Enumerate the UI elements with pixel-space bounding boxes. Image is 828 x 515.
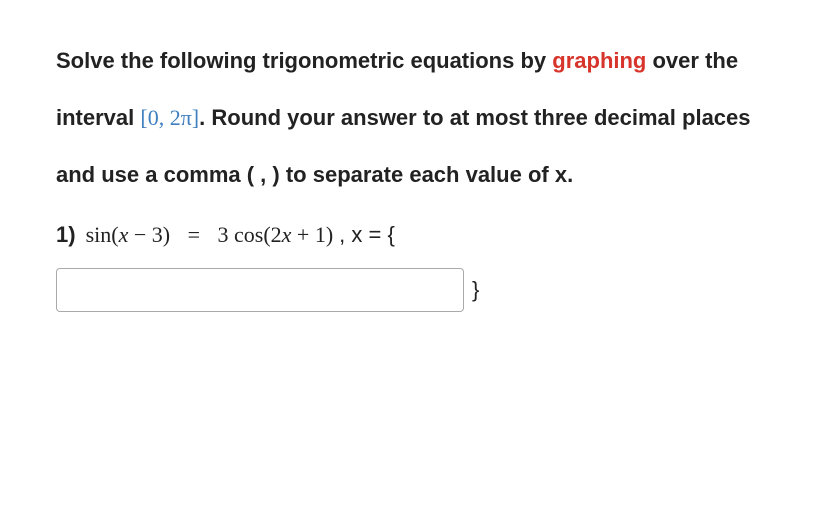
close-brace: } [472,277,479,303]
equation-math: sin(x − 3) = 3 cos(2x + 1) [86,222,334,248]
answer-input[interactable] [56,268,464,312]
instr-part1: Solve the following trigonometric equati… [56,48,552,73]
question-row: 1) sin(x − 3) = 3 cos(2x + 1) , x = { [56,222,780,248]
question-number: 1) [56,222,76,248]
answer-row: } [56,268,780,312]
rhs-var: x [282,222,292,247]
instr-highlight: graphing [552,48,646,73]
problem-container: Solve the following trigonometric equati… [0,0,828,344]
lhs-rest: − 3) [128,222,170,247]
x-equals-brace: , x = { [339,222,395,248]
rhs-coef: 3 [218,222,229,247]
lhs-open: ( [111,222,118,247]
equals-sign: = [188,222,200,247]
lhs-var: x [119,222,129,247]
rhs-open: (2 [263,222,281,247]
lhs-fn: sin [86,222,112,247]
rhs-rest: + 1) [291,222,333,247]
rhs-fn: cos [234,222,263,247]
instructions-text: Solve the following trigonometric equati… [56,32,780,204]
instr-interval: [0, 2π] [140,105,199,130]
